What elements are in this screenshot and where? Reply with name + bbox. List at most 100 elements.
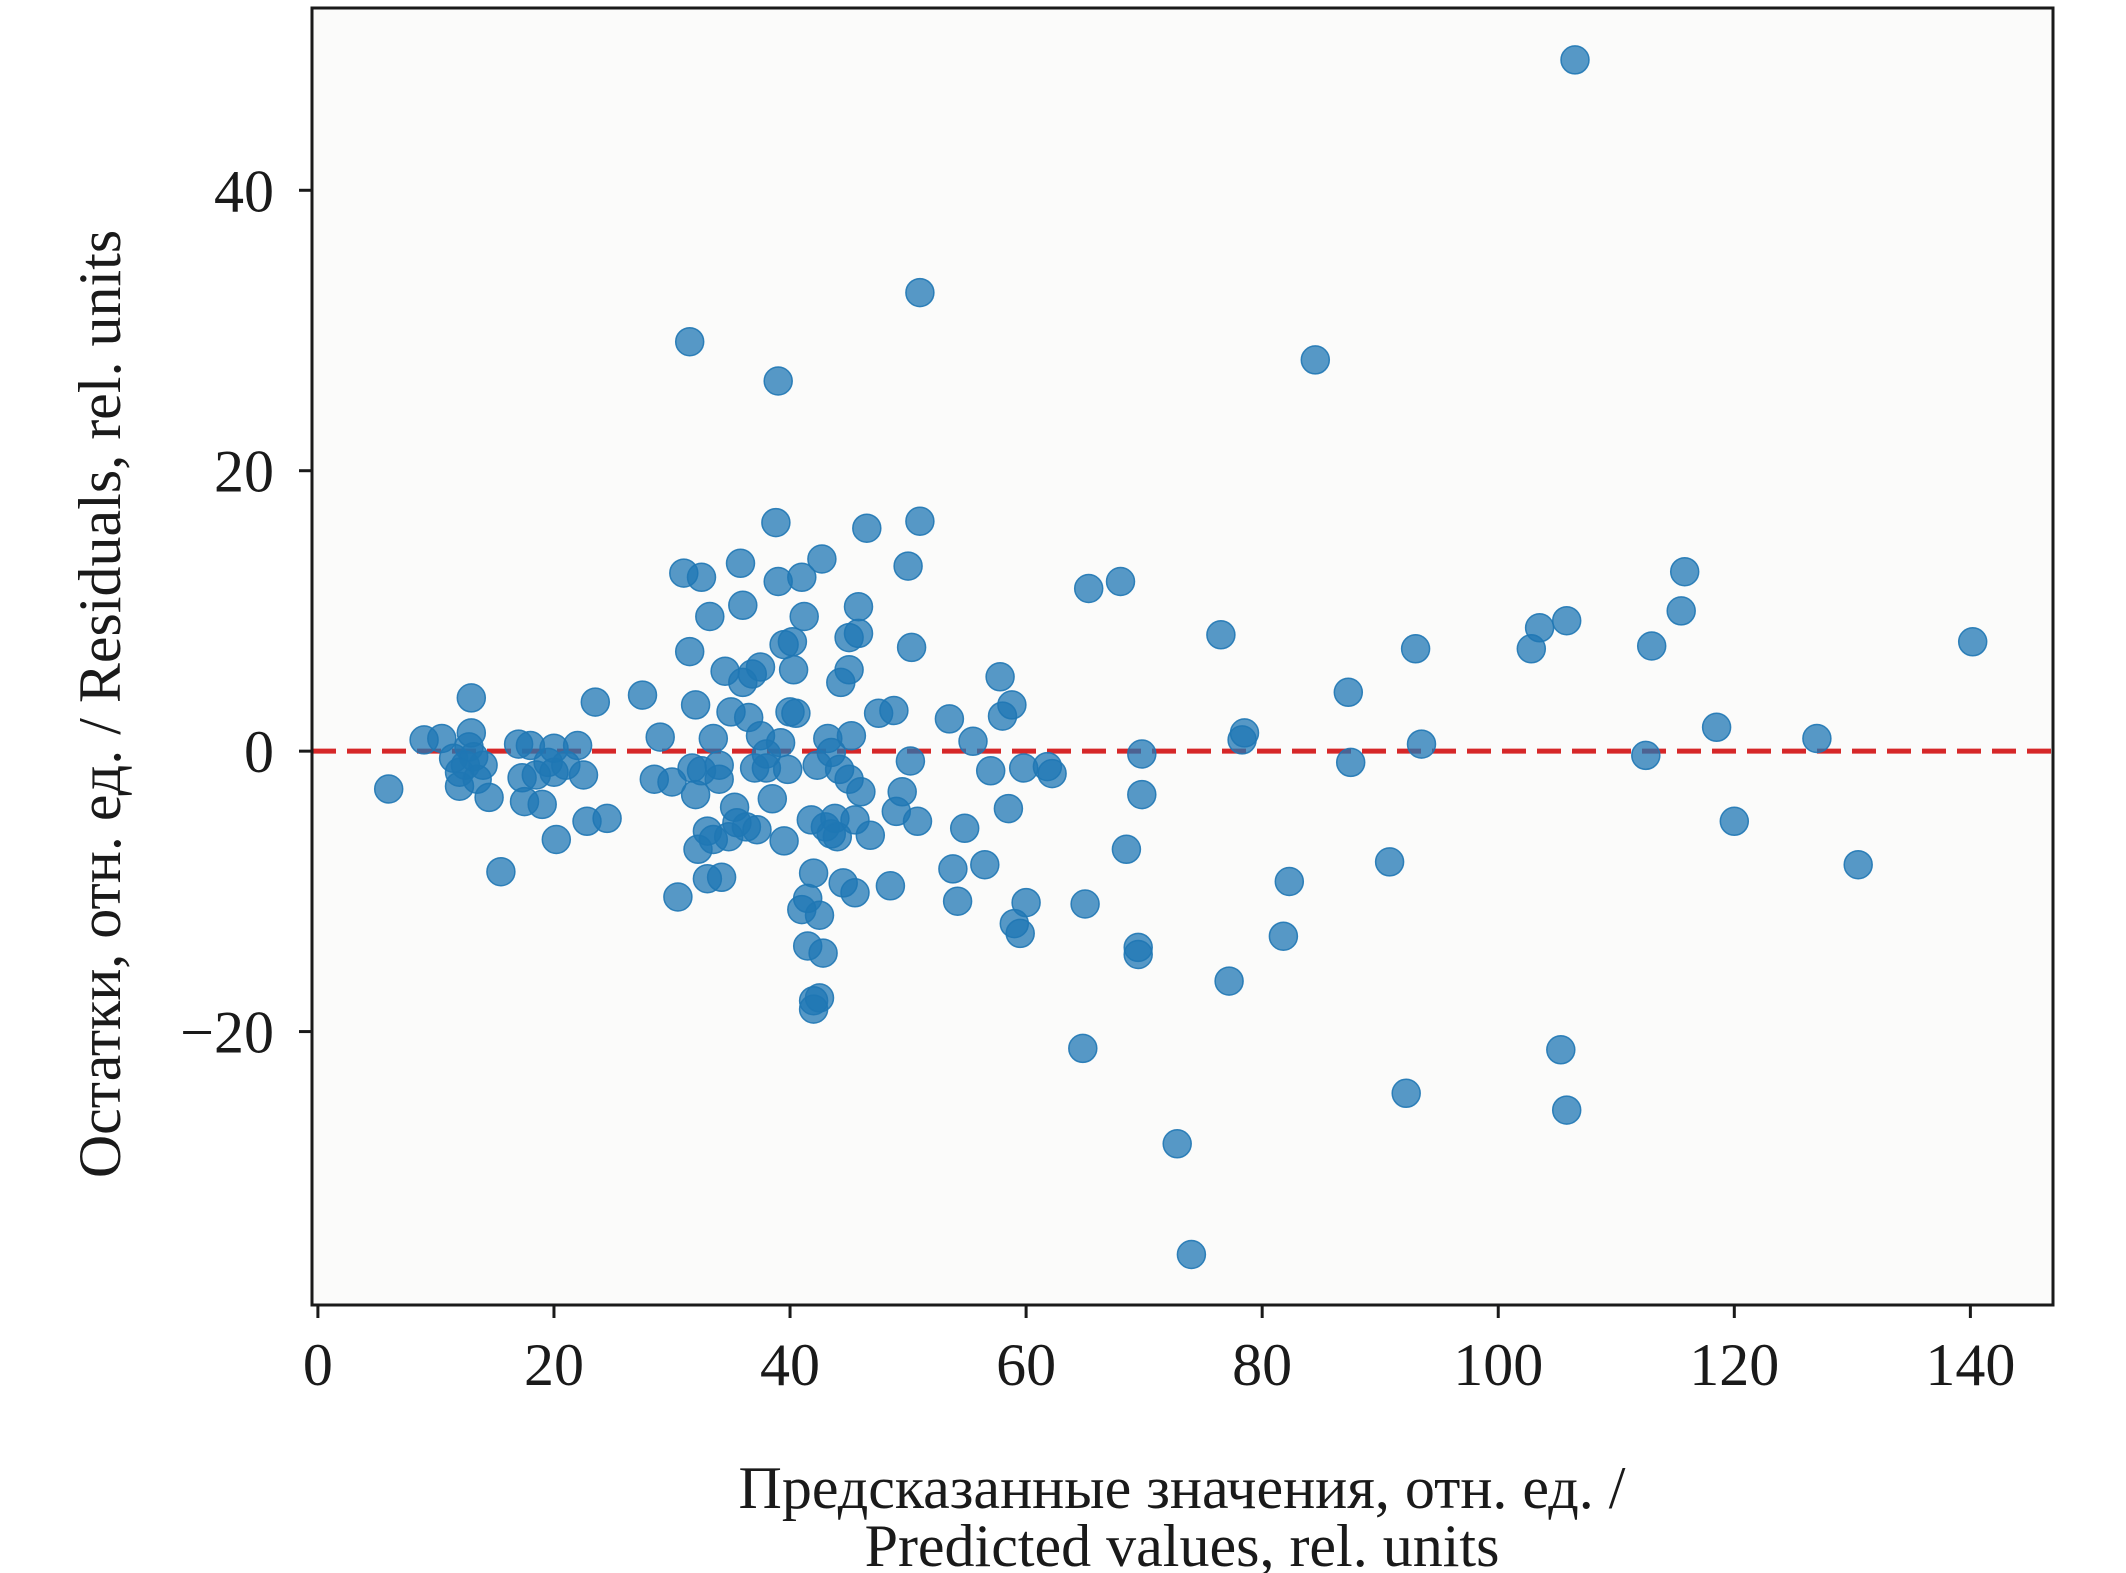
data-point	[1666, 596, 1696, 626]
data-point	[896, 632, 927, 663]
data-point	[804, 983, 835, 1013]
data-point	[1631, 740, 1661, 771]
data-point	[949, 813, 980, 844]
data-point	[1229, 718, 1260, 748]
data-point	[627, 680, 658, 710]
data-point	[698, 723, 729, 754]
data-point	[562, 730, 593, 761]
data-point	[757, 784, 788, 814]
data-point	[808, 938, 838, 968]
data-point	[645, 722, 675, 752]
data-point	[695, 601, 725, 632]
x-axis-ticks: 0 20 40 60 80 100 120 140	[303, 1305, 2015, 1398]
x-tick-label: 0	[303, 1332, 333, 1398]
data-point	[1551, 1095, 1582, 1125]
data-point	[704, 750, 734, 780]
data-point	[1400, 634, 1431, 664]
data-point	[657, 767, 687, 797]
data-point	[836, 720, 867, 751]
y-tick-label: 0	[244, 719, 274, 785]
data-point	[1111, 834, 1142, 865]
data-point	[474, 782, 504, 813]
data-point	[1068, 1033, 1098, 1064]
data-point	[1176, 1239, 1207, 1270]
plot-frame	[310, 6, 2055, 1307]
data-point	[1636, 631, 1667, 661]
data-point	[527, 789, 557, 820]
data-point	[761, 507, 791, 538]
y-tick-label: 40	[214, 158, 274, 224]
data-point	[804, 900, 835, 930]
data-point	[674, 636, 705, 667]
data-point	[1391, 1078, 1421, 1109]
data-point	[985, 662, 1015, 692]
data-point	[763, 366, 793, 396]
data-point	[1162, 1129, 1192, 1159]
data-point	[1957, 627, 1988, 657]
data-point	[893, 551, 923, 581]
data-point	[706, 862, 737, 893]
plot-area	[312, 8, 2053, 1305]
data-point	[942, 886, 973, 916]
data-point	[834, 655, 864, 685]
data-point	[1335, 747, 1366, 778]
data-point	[789, 601, 819, 632]
data-point	[686, 562, 717, 593]
data-point	[1011, 887, 1041, 918]
data-point	[742, 814, 772, 845]
data-point	[1105, 566, 1136, 597]
data-point	[468, 750, 498, 780]
data-point	[902, 806, 933, 837]
data-point	[1123, 939, 1153, 970]
data-point	[807, 544, 837, 574]
data-point	[905, 506, 935, 536]
data-point	[1206, 620, 1236, 650]
x-axis-label-line-2: Predicted values, rel. units	[865, 1513, 1500, 1573]
data-point	[778, 655, 809, 685]
data-point	[1005, 918, 1035, 949]
data-point	[798, 858, 829, 888]
data-point	[1560, 45, 1590, 75]
data-point	[843, 618, 874, 649]
data-point	[938, 854, 968, 884]
data-point	[1073, 573, 1104, 604]
data-point	[1374, 847, 1405, 877]
data-point	[843, 591, 874, 622]
data-point	[958, 726, 988, 757]
data-point	[879, 695, 909, 726]
data-point	[993, 793, 1024, 824]
data-point	[1070, 889, 1100, 919]
data-point	[895, 746, 926, 776]
data-point	[728, 590, 758, 621]
data-point	[855, 820, 886, 851]
data-point	[745, 652, 776, 682]
data-point	[769, 826, 799, 856]
data-point	[580, 687, 611, 717]
data-point	[1127, 779, 1157, 810]
x-axis-label-line-1: Предсказанные значения, отн. ед. /	[739, 1455, 1626, 1521]
data-point	[541, 824, 572, 855]
data-points-layer	[373, 45, 1988, 1270]
x-tick-label: 120	[1689, 1332, 1779, 1398]
data-point	[1719, 806, 1750, 837]
data-point	[887, 777, 917, 807]
x-tick-label: 140	[1925, 1332, 2015, 1398]
data-point	[725, 548, 756, 579]
data-point	[674, 326, 705, 357]
data-point	[905, 277, 935, 308]
data-point	[1268, 921, 1299, 951]
data-point	[777, 627, 808, 657]
data-point	[781, 698, 811, 729]
data-point	[840, 878, 870, 908]
data-point	[1669, 556, 1700, 587]
data-point	[1333, 677, 1364, 708]
data-point	[1274, 866, 1305, 897]
x-tick-label: 20	[524, 1332, 584, 1398]
data-point	[1300, 345, 1331, 375]
data-point	[373, 774, 404, 804]
y-tick-label: 20	[214, 439, 274, 505]
data-point	[1524, 613, 1555, 643]
data-point	[1546, 1035, 1576, 1065]
data-point	[1214, 966, 1244, 996]
